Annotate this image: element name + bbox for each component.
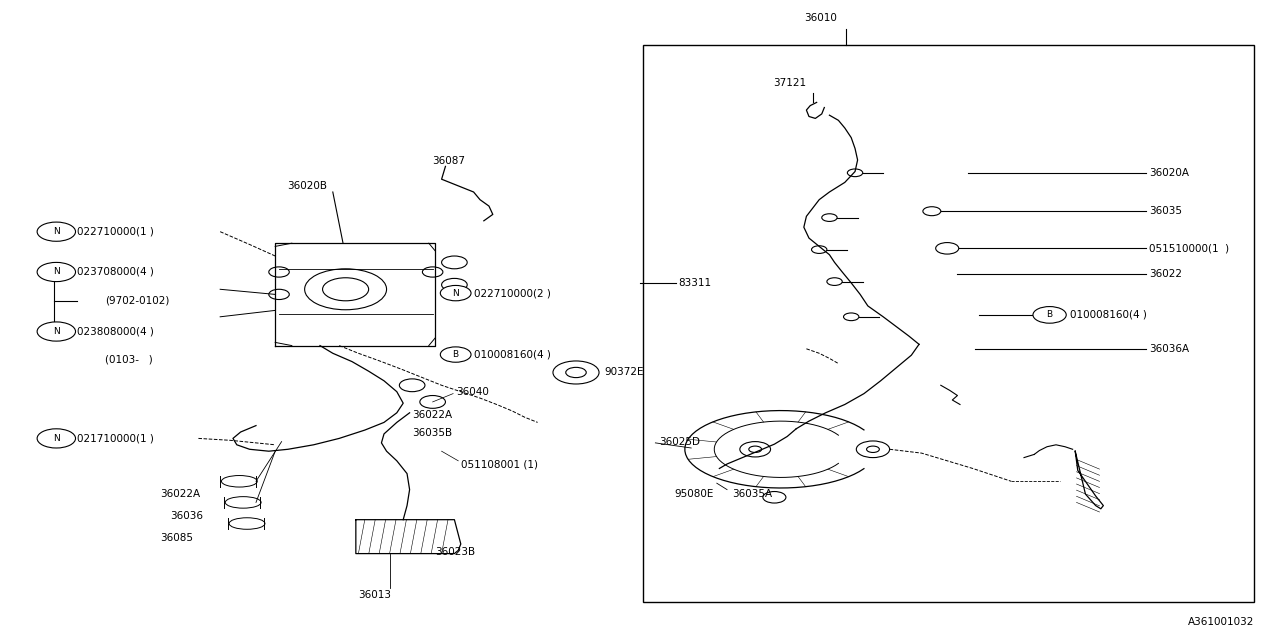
Text: 36035A: 36035A bbox=[732, 489, 772, 499]
Circle shape bbox=[440, 285, 471, 301]
Text: 36087: 36087 bbox=[433, 156, 466, 166]
Text: 022710000(1 ): 022710000(1 ) bbox=[77, 227, 154, 237]
Text: (0103-   ): (0103- ) bbox=[105, 355, 152, 365]
Text: 95080E: 95080E bbox=[675, 489, 714, 499]
Circle shape bbox=[37, 262, 76, 282]
Text: A361001032: A361001032 bbox=[1188, 617, 1254, 627]
Circle shape bbox=[37, 222, 76, 241]
Text: 36022: 36022 bbox=[1149, 269, 1183, 279]
Text: N: N bbox=[52, 227, 60, 236]
Text: 36036: 36036 bbox=[170, 511, 204, 521]
Text: 36035B: 36035B bbox=[412, 428, 452, 438]
Text: 36040: 36040 bbox=[456, 387, 489, 397]
Circle shape bbox=[1033, 307, 1066, 323]
Text: 36023B: 36023B bbox=[435, 547, 475, 557]
Text: 022710000(2 ): 022710000(2 ) bbox=[474, 288, 550, 298]
Text: 051108001 (1): 051108001 (1) bbox=[461, 460, 538, 470]
Bar bbox=[643, 45, 1254, 602]
Text: (9702-0102): (9702-0102) bbox=[105, 296, 169, 306]
Text: 010008160(4 ): 010008160(4 ) bbox=[474, 349, 550, 360]
Text: 010008160(4 ): 010008160(4 ) bbox=[1070, 310, 1147, 320]
Text: 36022A: 36022A bbox=[412, 410, 452, 420]
Text: 36085: 36085 bbox=[160, 532, 193, 543]
Text: 023708000(4 ): 023708000(4 ) bbox=[77, 267, 154, 277]
Text: N: N bbox=[52, 268, 60, 276]
Text: 36025D: 36025D bbox=[659, 436, 700, 447]
Text: 36010: 36010 bbox=[804, 13, 837, 23]
Circle shape bbox=[37, 322, 76, 341]
Text: 36020A: 36020A bbox=[1149, 168, 1189, 178]
Text: 90372E: 90372E bbox=[604, 367, 644, 378]
Text: 021710000(1 ): 021710000(1 ) bbox=[77, 433, 154, 444]
Text: 36022A: 36022A bbox=[160, 489, 200, 499]
Circle shape bbox=[440, 347, 471, 362]
Text: B: B bbox=[1047, 310, 1052, 319]
Text: 37121: 37121 bbox=[773, 78, 806, 88]
Text: 36020B: 36020B bbox=[287, 180, 328, 191]
Text: 023808000(4 ): 023808000(4 ) bbox=[77, 326, 154, 337]
Text: 051510000(1  ): 051510000(1 ) bbox=[1149, 243, 1230, 253]
Text: 83311: 83311 bbox=[678, 278, 712, 288]
Text: N: N bbox=[52, 327, 60, 336]
Text: N: N bbox=[452, 289, 460, 298]
Text: B: B bbox=[453, 350, 458, 359]
Text: 36013: 36013 bbox=[358, 590, 392, 600]
Circle shape bbox=[37, 429, 76, 448]
Text: 36036A: 36036A bbox=[1149, 344, 1189, 354]
Text: 36035: 36035 bbox=[1149, 206, 1183, 216]
Text: N: N bbox=[52, 434, 60, 443]
